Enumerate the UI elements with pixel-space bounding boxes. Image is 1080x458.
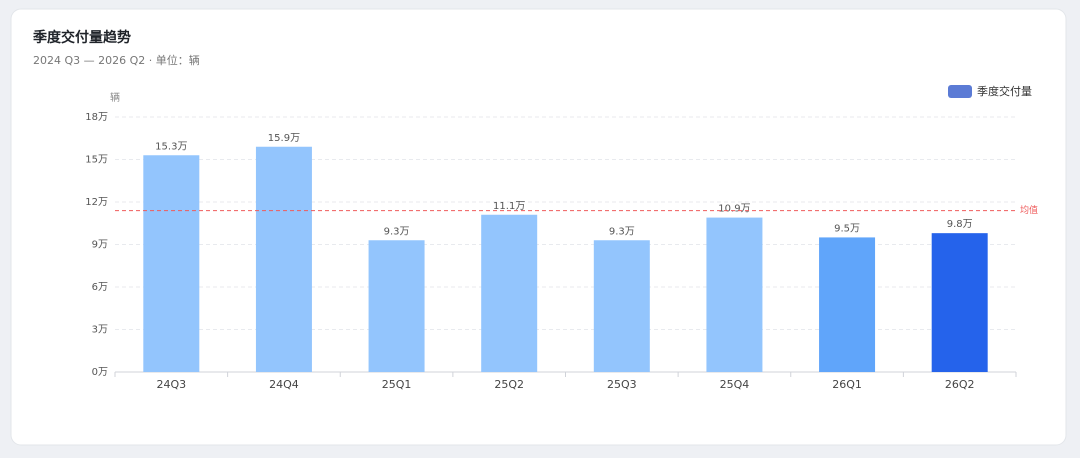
chart-title: 季度交付量趋势 bbox=[32, 29, 131, 46]
y-tick-label: 3万 bbox=[92, 325, 108, 336]
y-tick-label: 6万 bbox=[92, 282, 108, 293]
x-tick-label: 25Q1 bbox=[382, 378, 412, 391]
x-tick-label: 24Q3 bbox=[156, 378, 186, 391]
bar bbox=[593, 240, 650, 372]
y-axis-label: 辆 bbox=[110, 91, 120, 104]
value-label: 9.8万 bbox=[947, 219, 973, 230]
bar bbox=[706, 217, 763, 372]
value-label: 15.9万 bbox=[268, 133, 300, 144]
x-tick-label: 25Q3 bbox=[607, 378, 637, 391]
value-label: 9.3万 bbox=[384, 226, 410, 237]
value-label: 11.1万 bbox=[493, 201, 525, 212]
bar bbox=[481, 214, 538, 372]
y-tick-label: 9万 bbox=[92, 240, 108, 251]
x-tick-label: 26Q2 bbox=[945, 378, 975, 391]
chart-subtitle: 2024 Q3 — 2026 Q2 · 单位：辆 bbox=[33, 53, 200, 67]
value-label: 10.9万 bbox=[718, 204, 750, 215]
legend-label: 季度交付量 bbox=[977, 84, 1032, 98]
y-tick-label: 12万 bbox=[85, 197, 108, 208]
bar bbox=[931, 233, 988, 372]
value-label: 9.3万 bbox=[609, 226, 635, 237]
x-tick-label: 26Q1 bbox=[832, 378, 862, 391]
bar bbox=[255, 146, 312, 372]
x-tick-label: 25Q2 bbox=[494, 378, 524, 391]
x-tick-label: 24Q4 bbox=[269, 378, 299, 391]
y-tick-label: 15万 bbox=[85, 155, 108, 166]
x-tick-label: 25Q4 bbox=[720, 378, 750, 391]
bar bbox=[819, 237, 876, 372]
y-tick-label: 0万 bbox=[92, 367, 108, 378]
value-label: 15.3万 bbox=[155, 141, 187, 152]
bar bbox=[143, 155, 200, 372]
legend-swatch bbox=[948, 85, 972, 98]
average-label: 均值 bbox=[1020, 204, 1038, 216]
value-label: 9.5万 bbox=[834, 223, 860, 234]
bar bbox=[368, 240, 425, 372]
y-tick-label: 18万 bbox=[85, 112, 108, 123]
